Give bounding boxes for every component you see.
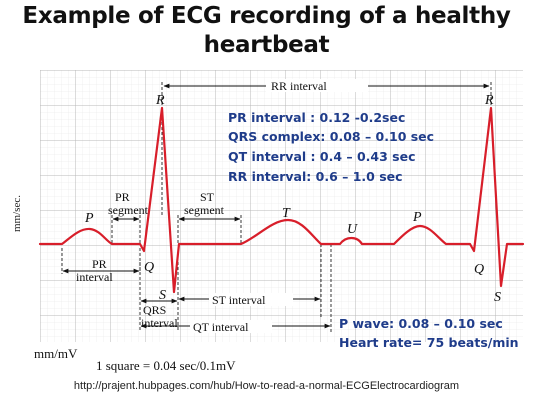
title-line-1: Example of ECG recording of a healthy: [22, 3, 511, 29]
title-line-2: heartbeat: [203, 32, 330, 58]
source-credit: http://prajent.hubpages.com/hub/How-to-r…: [73, 380, 460, 392]
interval-labels: RR interval PR segment ST segment PR int…: [76, 79, 368, 334]
rr-interval-label: RR interval: [271, 79, 327, 93]
normal-values-top: PR interval : 0.12 -0.2sec QRS complex: …: [228, 110, 434, 184]
ecg-grid: [40, 70, 523, 342]
st-segment-label-2: segment: [184, 203, 225, 217]
wave-t: T: [282, 206, 291, 221]
wave-r-right: R: [484, 93, 494, 108]
fact-pr-interval: PR interval : 0.12 -0.2sec: [228, 110, 405, 125]
page-title: Example of ECG recording of a healthy he…: [0, 2, 533, 60]
normal-values-bottom: P wave: 0.08 – 0.10 sec Heart rate= 75 b…: [339, 316, 519, 350]
y-axis-label: mm/sec.: [11, 195, 23, 232]
wave-p-left: P: [84, 211, 94, 226]
wave-r-left: R: [155, 93, 165, 108]
interval-guides: [61, 82, 492, 334]
wave-u: U: [347, 222, 358, 237]
fact-qt-interval: QT interval : 0.4 – 0.43 sec: [228, 149, 416, 164]
pr-interval-label-1: PR: [92, 257, 107, 271]
fact-p-wave: P wave: 0.08 – 0.10 sec: [339, 316, 503, 331]
wave-q-right: Q: [474, 262, 484, 277]
wave-s-left: S: [159, 288, 166, 303]
wave-p-right: P: [412, 210, 422, 225]
qrs-interval-label-2: interval: [141, 316, 178, 330]
wave-s-right: S: [494, 290, 501, 305]
pr-interval-label-2: interval: [76, 270, 113, 284]
fact-qrs-complex: QRS complex: 0.08 – 0.10 sec: [228, 129, 434, 144]
qrs-interval-label-1: QRS: [143, 303, 166, 317]
scale-note: 1 square = 0.04 sec/0.1mV: [96, 358, 236, 373]
ecg-trace: [38, 106, 525, 294]
wave-q-left: Q: [144, 260, 154, 275]
wave-labels: P R Q S T U P R Q S: [84, 93, 501, 305]
fact-heart-rate: Heart rate= 75 beats/min: [339, 335, 519, 350]
pr-segment-label-2: segment: [108, 203, 149, 217]
scale-unit: mm/mV: [34, 346, 78, 361]
qt-interval-label: QT interval: [193, 320, 249, 334]
fact-rr-interval: RR interval: 0.6 – 1.0 sec: [228, 169, 403, 184]
st-segment-label-1: ST: [200, 190, 215, 204]
st-interval-label: ST interval: [212, 293, 266, 307]
pr-segment-label-1: PR: [115, 190, 130, 204]
